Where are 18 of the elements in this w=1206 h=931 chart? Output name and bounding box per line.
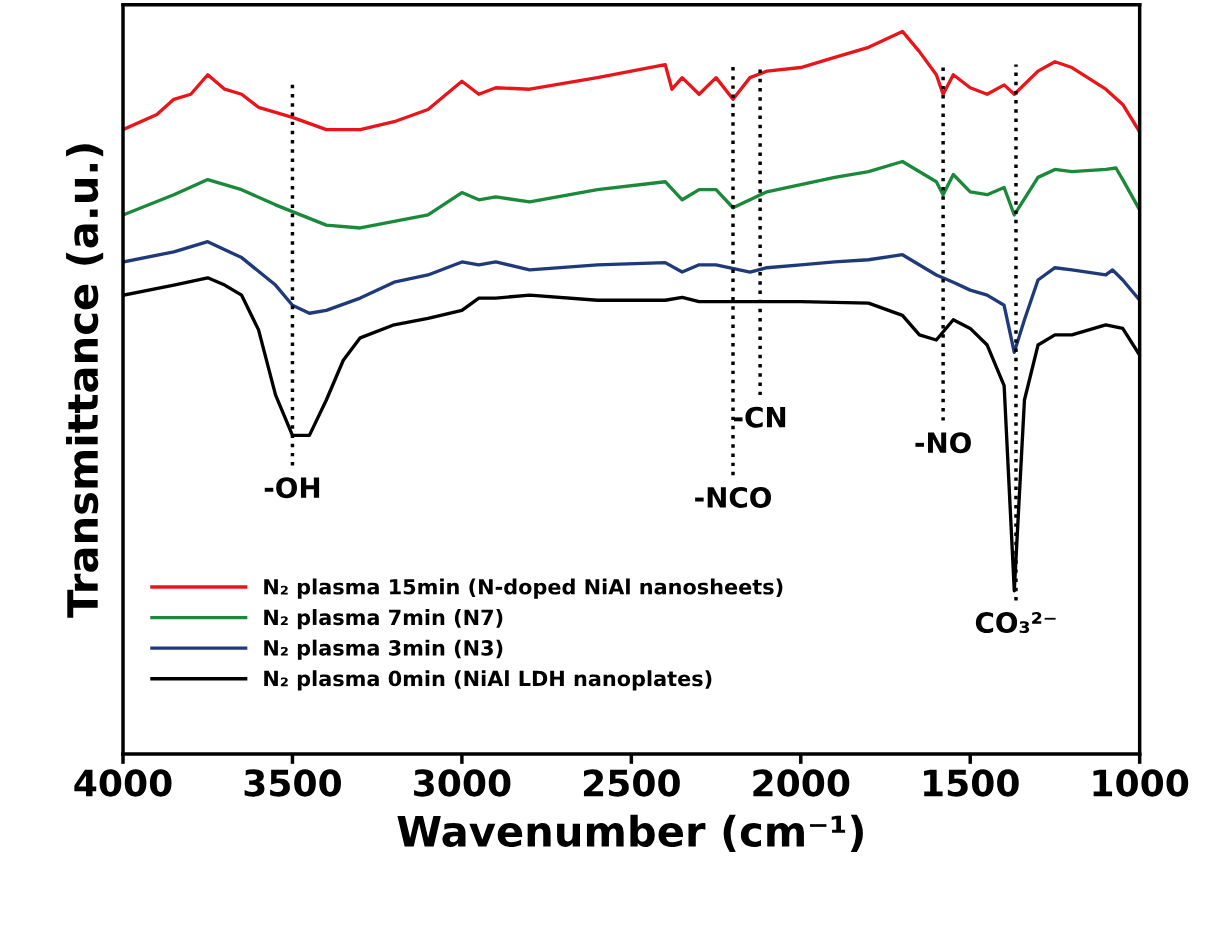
ref-line-label: -CN: [734, 406, 786, 428]
legend-label: N₂ plasma 15min (N-doped NiAl nanosheets): [264, 578, 783, 599]
x-tick-label: 1500: [924, 769, 1019, 797]
x-tick-label: 3500: [244, 769, 341, 797]
legend-label: N₂ plasma 3min (N3): [264, 639, 503, 660]
ref-line-label: -NO: [915, 432, 971, 454]
x-tick-label: 4000: [74, 769, 172, 797]
x-tick-label: 3000: [414, 769, 511, 797]
x-tick-label: 2500: [583, 769, 680, 797]
ref-line-label: CO₃²⁻: [975, 612, 1056, 634]
x-tick-label: 2000: [753, 769, 850, 797]
y-axis-title: Transmittance (a.u.): [66, 144, 104, 618]
legend-label: N₂ plasma 0min (NiAl LDH nanoplates): [264, 670, 712, 691]
ref-line-label: -OH: [264, 477, 320, 499]
x-tick-label: 1000: [1093, 769, 1189, 797]
ref-line-label: -NCO: [695, 486, 771, 508]
x-axis-title: Wavenumber (cm⁻¹): [397, 814, 863, 852]
legend-label: N₂ plasma 7min (N7): [264, 609, 503, 630]
